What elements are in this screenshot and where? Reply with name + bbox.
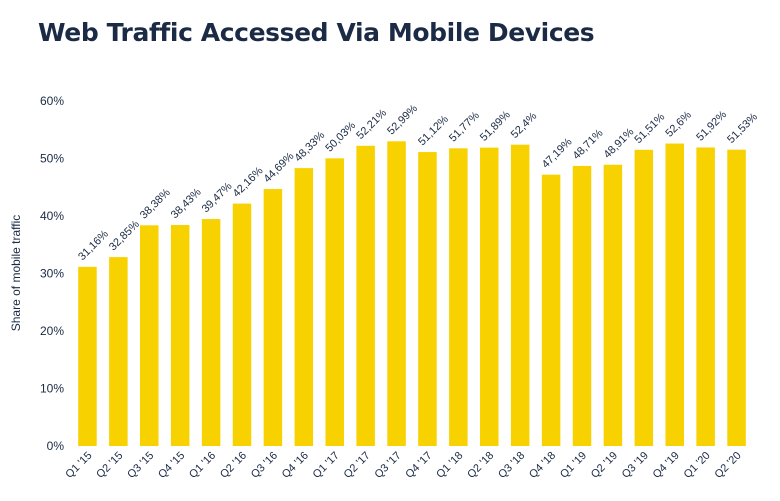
data-label: 51,53% [725,111,760,146]
data-label: 52,21% [354,107,389,142]
bar [325,158,344,446]
y-tick-label: 60% [40,94,64,108]
y-tick-label: 10% [40,382,64,396]
bar [480,147,499,446]
x-tick-label: Q1 '17 [311,450,342,481]
y-axis-title: Share of mobile traffic [9,215,23,332]
x-tick-label: Q2 '17 [342,450,373,481]
bar [603,164,623,446]
x-tick-label: Q4 '15 [156,450,187,481]
y-tick-label: 30% [40,267,64,281]
data-label: 48,91% [602,126,637,161]
data-label: 52,6% [663,109,694,140]
x-tick-label: Q3 '16 [249,450,280,481]
bar [696,147,715,446]
data-label: 51,51% [632,111,667,146]
x-tick-label: Q2 '16 [218,450,249,481]
y-tick-label: 20% [40,324,64,338]
bar [449,148,468,446]
x-tick-label: Q3 '17 [372,450,403,481]
x-tick-label: Q2 '15 [94,450,125,481]
bar [109,257,128,446]
bar [170,225,190,446]
x-tick-label: Q2 '19 [589,450,620,481]
x-tick-label: Q4 '16 [280,450,311,481]
data-label: 52,4% [509,110,540,141]
bar [387,141,406,446]
x-tick-label: Q2 '18 [465,450,496,481]
x-tick-label: Q3 '15 [125,450,156,481]
x-tick-label: Q1 '18 [434,450,465,481]
x-tick-label: Q3 '19 [620,450,651,481]
data-label: 32,85% [107,218,142,253]
x-tick-label: Q1 '15 [63,450,94,481]
bar [634,149,654,446]
data-label: 51,92% [694,109,729,144]
data-label: 51,77% [447,109,482,144]
data-label: 51,89% [478,109,513,144]
data-label: 42,16% [231,165,266,200]
bar [572,165,592,447]
bar [78,266,97,446]
data-label: 47,19% [540,136,575,171]
bar [356,145,375,447]
bar [263,189,283,446]
data-label: 44,69% [262,150,297,185]
bar [294,168,314,447]
data-label: 52,99% [385,102,420,137]
bar [201,219,221,446]
data-label: 39,47% [200,180,235,215]
data-label: 50,03% [323,119,358,154]
bar [418,152,437,446]
x-tick-label: Q4 '17 [403,450,434,481]
x-tick-label: Q1 '16 [187,450,218,481]
y-axis: 0% 10% 20% 30% 40% 50% 60% [40,94,64,453]
y-tick-label: 50% [40,152,64,166]
bar [727,149,746,446]
x-tick-label: Q4 '19 [651,450,682,481]
x-tick-label: Q4 '18 [527,450,558,481]
data-label: 48,71% [571,127,606,162]
bar [665,143,684,447]
data-label: 38,38% [138,186,173,221]
page-title: Web Traffic Accessed Via Mobile Devices [38,18,595,47]
data-label: 31,16% [76,228,111,263]
x-tick-label: Q1 '19 [558,450,589,481]
x-tick-label: Q2 '20 [712,450,743,481]
bars-group [78,141,746,447]
data-label: 51,12% [416,113,451,148]
bar [232,203,252,446]
x-axis: Q1 '15 Q2 '15 Q3 '15 Q4 '15 Q1 '16 Q2 '16 Q3 '… [63,450,743,481]
x-tick-label: Q3 '18 [496,450,527,481]
bar [140,225,159,446]
data-label: 38,43% [169,186,204,221]
x-tick-label: Q1 '20 [682,450,713,481]
y-tick-label: 40% [40,209,64,223]
y-tick-label: 0% [47,439,65,453]
bar [510,144,530,446]
data-label: 48,33% [292,129,327,164]
bar [541,174,561,446]
